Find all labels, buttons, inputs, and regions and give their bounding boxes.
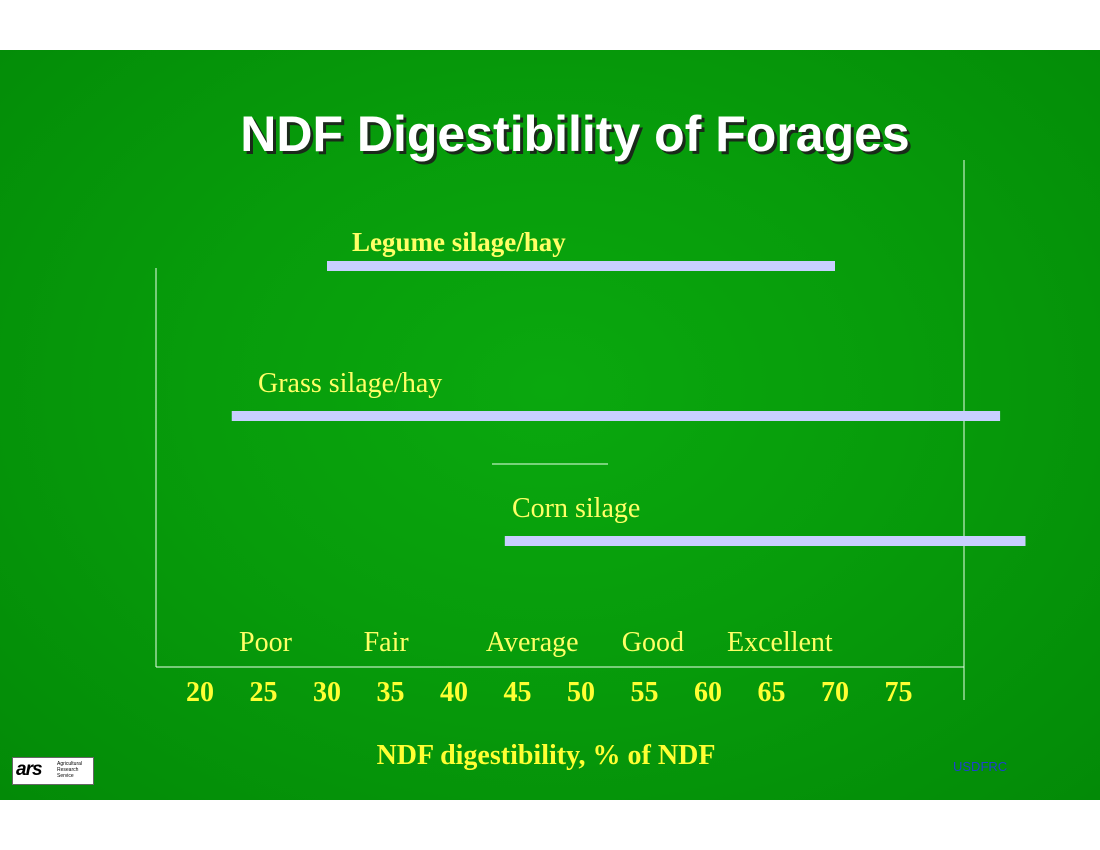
x-tick-label: 35 bbox=[377, 677, 405, 708]
ars-logo-mark: ars bbox=[16, 759, 43, 780]
ars-logo: ars Agricultural Research Service bbox=[12, 757, 94, 785]
quality-categories: Poor Fair Average Good Excellent bbox=[239, 627, 833, 658]
slide-title: NDF Digestibility of Forages bbox=[240, 106, 910, 162]
x-axis-title: NDF digestibility, % of NDF bbox=[376, 740, 716, 771]
quality-category-label: Fair bbox=[364, 627, 410, 658]
x-tick-label: 50 bbox=[567, 677, 595, 708]
x-tick-label: 75 bbox=[885, 677, 913, 708]
x-tick-label: 20 bbox=[186, 677, 214, 708]
x-tick-label: 55 bbox=[631, 677, 659, 708]
slide: NDF Digestibility of Forages Legume sila… bbox=[0, 50, 1100, 800]
range-bar bbox=[231, 411, 1001, 421]
quality-category-label: Excellent bbox=[727, 627, 833, 658]
quality-category-label: Good bbox=[622, 627, 684, 658]
x-tick-label: 65 bbox=[758, 677, 786, 708]
quality-category-label: Average bbox=[486, 627, 579, 658]
range-bar bbox=[327, 261, 835, 271]
x-tick-label: 25 bbox=[250, 677, 278, 708]
range-bar bbox=[504, 536, 1026, 546]
x-tick-label: 30 bbox=[313, 677, 341, 708]
range-bar-label: Legume silage/hay bbox=[352, 227, 566, 257]
x-tick-label: 40 bbox=[440, 677, 468, 708]
range-chart: Legume silage/hay Grass silage/hay Corn si… bbox=[155, 160, 1026, 708]
x-tick-label: 70 bbox=[821, 677, 849, 708]
chart-frame bbox=[155, 160, 965, 700]
x-tick-label: 60 bbox=[694, 677, 722, 708]
quality-category-label: Poor bbox=[239, 627, 293, 658]
range-bar-label: Grass silage/hay bbox=[258, 368, 442, 399]
range-bar-label: Corn silage bbox=[512, 493, 640, 524]
x-tick-label: 45 bbox=[504, 677, 532, 708]
chart-bars: Legume silage/hay Grass silage/hay Corn si… bbox=[231, 227, 1026, 546]
ars-logo-text: Agricultural Research Service bbox=[57, 761, 83, 779]
x-axis-ticks: 20 25 30 35 40 45 50 55 60 65 70 75 bbox=[186, 677, 913, 708]
footer-credit: USDFRC bbox=[953, 759, 1008, 774]
